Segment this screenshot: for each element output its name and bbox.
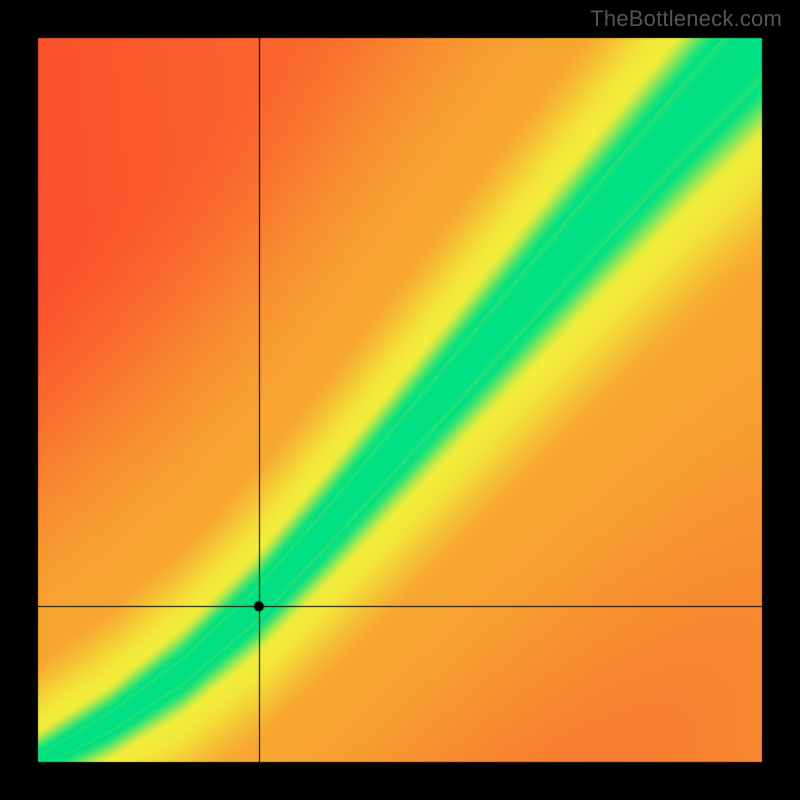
heatmap-canvas (0, 0, 800, 800)
watermark-text: TheBottleneck.com (590, 6, 782, 32)
chart-container: TheBottleneck.com (0, 0, 800, 800)
